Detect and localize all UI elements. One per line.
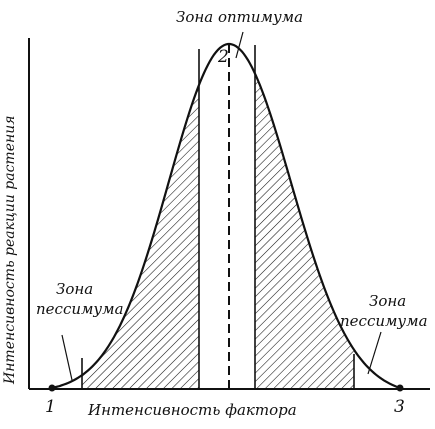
- hatched-regions: [82, 44, 354, 388]
- point-3-marker: [396, 384, 404, 392]
- pessimum-left-label-line1: Зона: [56, 280, 93, 298]
- pessimum-right-label-line2: пессимума: [340, 312, 428, 330]
- y-axis-label: Интенсивность реакции растения: [2, 116, 18, 385]
- pessimum-right-pointer: [367, 331, 382, 375]
- pessimum-right-label-line1: Зона: [369, 292, 406, 310]
- pessimum-left-pointer: [61, 334, 73, 381]
- optimum-pointer-line: [235, 31, 244, 59]
- optimum-zone-label: Зона оптимума: [176, 8, 303, 26]
- hatch-right-region: [255, 44, 354, 388]
- x-axis-label: Интенсивность фактора: [87, 401, 297, 419]
- point-2-label: 2: [217, 47, 229, 67]
- hatch-left-region: [82, 44, 199, 388]
- point-1-label: 1: [45, 397, 56, 417]
- point-1-marker: [48, 384, 56, 392]
- point-3-label: 3: [394, 397, 405, 417]
- bell-curve: [51, 42, 401, 390]
- pessimum-left-label-line2: пессимума: [36, 300, 124, 318]
